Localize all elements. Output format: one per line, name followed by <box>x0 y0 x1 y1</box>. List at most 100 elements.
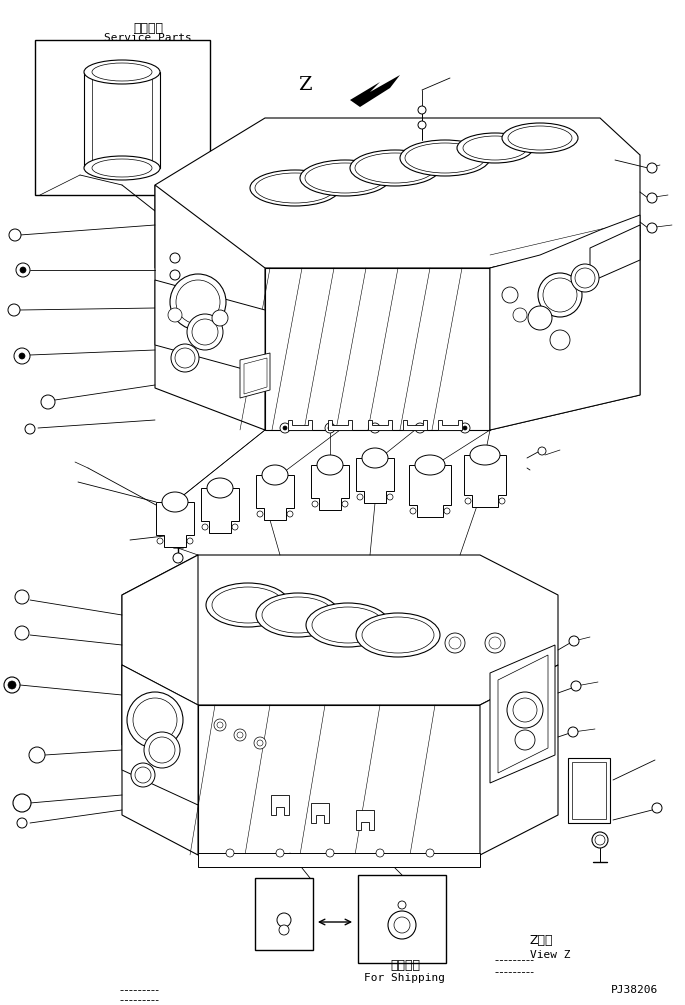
Ellipse shape <box>457 133 533 163</box>
Circle shape <box>133 698 177 742</box>
Polygon shape <box>155 185 265 430</box>
Circle shape <box>14 348 30 364</box>
Ellipse shape <box>350 150 440 186</box>
Circle shape <box>418 426 422 430</box>
Ellipse shape <box>415 455 445 475</box>
Circle shape <box>370 423 380 433</box>
Ellipse shape <box>400 140 490 176</box>
Polygon shape <box>244 358 267 394</box>
Circle shape <box>254 737 266 749</box>
Circle shape <box>515 730 535 750</box>
Ellipse shape <box>255 173 335 203</box>
Circle shape <box>283 426 287 430</box>
Polygon shape <box>403 420 427 430</box>
Text: 運携部品: 運携部品 <box>390 959 420 972</box>
Polygon shape <box>122 665 198 805</box>
Ellipse shape <box>508 126 572 150</box>
Polygon shape <box>490 215 640 430</box>
Circle shape <box>410 508 416 514</box>
Circle shape <box>418 106 426 114</box>
Circle shape <box>170 270 180 280</box>
Circle shape <box>465 498 471 504</box>
Polygon shape <box>122 555 198 745</box>
Bar <box>572 762 606 819</box>
Polygon shape <box>311 803 329 823</box>
Circle shape <box>538 273 582 317</box>
Circle shape <box>135 767 151 783</box>
Circle shape <box>226 849 234 857</box>
Ellipse shape <box>207 478 233 498</box>
Circle shape <box>280 423 290 433</box>
Circle shape <box>328 426 332 430</box>
Circle shape <box>418 121 426 129</box>
Circle shape <box>187 314 223 350</box>
Ellipse shape <box>356 613 440 657</box>
Circle shape <box>212 310 228 326</box>
Circle shape <box>17 818 27 828</box>
Circle shape <box>373 426 377 430</box>
Ellipse shape <box>92 159 152 177</box>
Circle shape <box>499 498 505 504</box>
Ellipse shape <box>212 587 284 623</box>
Ellipse shape <box>463 136 527 160</box>
Circle shape <box>387 494 393 500</box>
Circle shape <box>9 229 21 241</box>
Circle shape <box>568 727 578 737</box>
Circle shape <box>489 637 501 649</box>
Bar <box>35 40 210 195</box>
Polygon shape <box>288 420 312 430</box>
Circle shape <box>13 794 31 812</box>
Circle shape <box>237 732 243 738</box>
Polygon shape <box>156 502 194 547</box>
Polygon shape <box>409 465 451 517</box>
Polygon shape <box>240 353 270 398</box>
Circle shape <box>217 722 223 728</box>
Ellipse shape <box>355 153 435 183</box>
Circle shape <box>463 426 467 430</box>
Circle shape <box>652 803 662 813</box>
Circle shape <box>507 692 543 728</box>
Polygon shape <box>480 665 558 855</box>
Circle shape <box>277 913 291 927</box>
Text: PJ38206: PJ38206 <box>611 985 658 995</box>
Ellipse shape <box>470 445 500 465</box>
Polygon shape <box>490 645 555 783</box>
Polygon shape <box>490 235 640 430</box>
Polygon shape <box>368 420 392 430</box>
Polygon shape <box>155 280 265 375</box>
Polygon shape <box>265 268 490 430</box>
Circle shape <box>394 917 410 933</box>
Circle shape <box>29 747 45 763</box>
Circle shape <box>575 268 595 288</box>
Polygon shape <box>122 665 198 855</box>
Circle shape <box>25 424 35 434</box>
Ellipse shape <box>502 123 578 153</box>
Polygon shape <box>328 420 352 430</box>
Circle shape <box>449 637 461 649</box>
Bar <box>568 758 610 823</box>
Text: 補給専用: 補給専用 <box>133 21 163 34</box>
Circle shape <box>287 511 293 517</box>
Circle shape <box>398 901 406 909</box>
Ellipse shape <box>262 465 288 485</box>
Ellipse shape <box>312 607 384 643</box>
Circle shape <box>19 353 25 359</box>
Circle shape <box>187 538 193 544</box>
Ellipse shape <box>162 492 188 512</box>
Circle shape <box>571 264 599 292</box>
Ellipse shape <box>262 597 334 633</box>
Ellipse shape <box>362 448 388 468</box>
Circle shape <box>279 925 289 935</box>
Circle shape <box>257 740 263 746</box>
Circle shape <box>202 524 208 530</box>
Circle shape <box>131 763 155 787</box>
Circle shape <box>257 511 263 517</box>
Ellipse shape <box>256 593 340 637</box>
Circle shape <box>41 395 55 409</box>
Ellipse shape <box>250 170 340 206</box>
Text: View Z: View Z <box>530 950 571 960</box>
Ellipse shape <box>92 63 152 81</box>
Circle shape <box>234 729 246 741</box>
Polygon shape <box>155 118 640 268</box>
Circle shape <box>127 692 183 748</box>
